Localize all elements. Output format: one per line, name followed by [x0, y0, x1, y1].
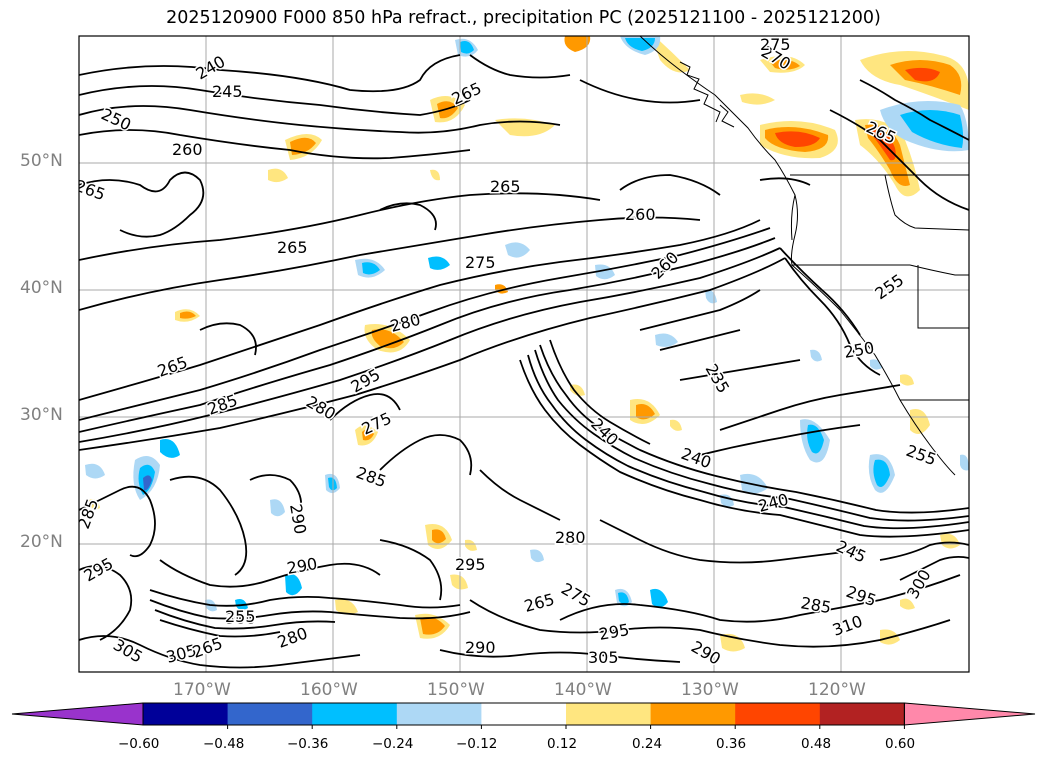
lon-label-120w: 120°W	[808, 680, 866, 700]
colorbar-frame	[142, 702, 905, 726]
colorbar	[11, 702, 1036, 729]
contour-label: 275	[760, 35, 791, 54]
plot-frame	[78, 35, 970, 673]
colorbar-extend-high	[903, 702, 1036, 726]
colorbar-tick: −0.60	[118, 736, 160, 752]
colorbar-segment	[735, 703, 821, 725]
contour-label: 260	[172, 140, 203, 159]
contour-label: 295	[455, 555, 486, 574]
colorbar-segment	[143, 703, 229, 725]
lat-label-50n: 50°N	[20, 151, 63, 171]
colorbar-tick: 0.36	[716, 736, 747, 752]
colorbar-tick: −0.36	[287, 736, 329, 752]
map-title: 2025120900 F000 850 hPa refract., precip…	[166, 8, 881, 28]
colorbar-tick: −0.12	[456, 736, 498, 752]
colorbar-extend-low	[11, 702, 144, 726]
lon-label-170w: 170°W	[173, 680, 231, 700]
refractivity-contours	[79, 54, 969, 669]
colorbar-segment	[481, 703, 567, 725]
lon-label-160w: 160°W	[300, 680, 358, 700]
colorbar-segment	[312, 703, 398, 725]
lon-label-130w: 130°W	[681, 680, 739, 700]
lat-label-30n: 30°N	[20, 405, 63, 425]
colorbar-segment	[566, 703, 652, 725]
colorbar-tick: 0.48	[801, 736, 832, 752]
lat-label-20n: 20°N	[20, 532, 63, 552]
contour-label: 260	[625, 205, 656, 224]
colorbar-segment	[650, 703, 736, 725]
colorbar-tick: 0.12	[547, 736, 578, 752]
contour-label: 305	[588, 648, 619, 667]
colorbar-tick: −0.24	[372, 736, 414, 752]
colorbar-segment	[396, 703, 482, 725]
contour-label: 255	[225, 607, 256, 626]
colorbar-segment	[819, 703, 905, 725]
contour-label: 290	[465, 638, 496, 657]
lat-label-40n: 40°N	[20, 278, 63, 298]
colorbar-segment	[227, 703, 313, 725]
contour-label: 275	[465, 253, 496, 272]
lon-label-140w: 140°W	[554, 680, 612, 700]
contour-label: 300	[225, 609, 256, 628]
contour-label: 265	[277, 238, 308, 257]
colorbar-tick: 0.60	[885, 736, 916, 752]
contour-label: 280	[555, 528, 586, 547]
lon-label-150w: 150°W	[427, 680, 485, 700]
graticule	[79, 36, 969, 672]
contour-label: 265	[490, 177, 521, 196]
precip-shading	[85, 36, 969, 652]
colorbar-tick: 0.24	[632, 736, 663, 752]
contour-label: 245	[212, 82, 243, 101]
colorbar-tick: −0.48	[203, 736, 245, 752]
